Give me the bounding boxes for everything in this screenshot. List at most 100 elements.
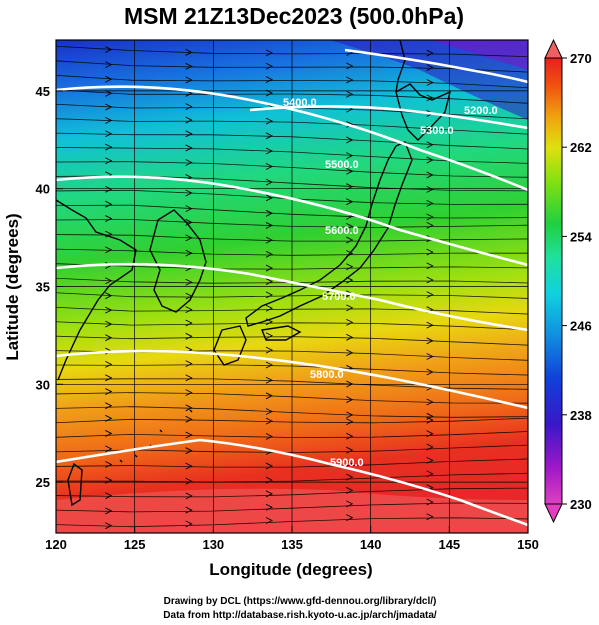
figure-title: MSM 21Z13Dec2023 (500.0hPa) [124, 3, 464, 29]
streamline-arrow [265, 503, 274, 511]
contour-label-5800: 5800.0 [310, 369, 344, 381]
streamline-arrow [346, 318, 354, 326]
contour-5300 [249, 105, 528, 130]
streamline-arrow [265, 62, 274, 70]
streamline-arrow [265, 163, 274, 170]
streamline-arrow [185, 492, 193, 500]
streamline-arrow [105, 143, 113, 151]
streamline-arrow [185, 374, 193, 382]
x-tick-label-140: 140 [360, 537, 382, 552]
kyushu-coastline [213, 325, 247, 366]
contour-label-5300: 5300.0 [420, 125, 454, 137]
streamline-arrow [265, 346, 274, 354]
streamline-arrow [105, 75, 113, 83]
contour-label-5600: 5600.0 [325, 225, 359, 237]
streamline-arrow [426, 49, 434, 57]
streamline-arrow [185, 159, 193, 166]
streamline-arrow [346, 500, 354, 508]
streamline-arrow [105, 157, 113, 165]
streamline-arrow [265, 76, 274, 83]
streamline-arrow [265, 264, 274, 272]
y-tick-label-45: 45 [36, 84, 50, 99]
streamline-arrow [265, 392, 274, 400]
streamline-arrow [426, 456, 434, 464]
streamline-arrow [105, 402, 113, 410]
streamline-arrow [426, 171, 434, 179]
streamline-arrow [105, 277, 113, 285]
y-tick-label-30: 30 [36, 377, 50, 392]
height-contours [56, 48, 528, 527]
streamline-arrow [105, 200, 113, 208]
streamline-arrow [265, 376, 274, 384]
streamline-arrow [265, 49, 274, 57]
streamline-arrow [105, 117, 113, 124]
streamline-arrow [426, 64, 434, 71]
streamline-arrow [105, 215, 113, 222]
colorbar-max-arrow [544, 38, 563, 59]
streamline-arrow [346, 418, 354, 426]
streamline-arrow [426, 79, 434, 86]
streamline-arrow [426, 398, 434, 406]
streamline-arrow [426, 470, 434, 478]
streamline-arrow [426, 443, 434, 451]
streamline-arrow [426, 199, 434, 207]
streamline-arrow [426, 276, 434, 284]
streamline-arrow [265, 361, 274, 369]
x-tick-label-145: 145 [438, 537, 460, 552]
streamline-arrow [426, 353, 434, 360]
streamline-arrow [346, 514, 354, 522]
y-axis-ticks: 25 30 35 40 45 [36, 84, 63, 490]
streamline-arrow [426, 186, 434, 193]
streamline-arrow [185, 431, 193, 439]
streamline-arrow [185, 130, 193, 138]
streamline-arrow [426, 141, 434, 149]
x-tick-label-135: 135 [281, 537, 303, 552]
streamline-arrow [346, 136, 354, 144]
colorbar-min-arrow [544, 503, 563, 524]
streamline-arrow [105, 130, 113, 138]
streamline-arrow [185, 306, 193, 314]
hokkaido-coastline [395, 83, 452, 141]
colorbar-ticks: 230 238 246 254 262 270 [562, 51, 592, 512]
streamline-arrow [265, 278, 274, 285]
streamline-arrow [426, 248, 434, 256]
colorbar: 230 238 246 254 262 270 [544, 38, 592, 524]
cold-region [330, 40, 528, 120]
y-tick-label-40: 40 [36, 182, 50, 197]
streamline-arrow [105, 507, 113, 515]
x-axis-ticks: 120 125 130 135 140 145 150 [45, 526, 539, 552]
sakhalin-coastline [395, 40, 406, 93]
y-tick-label-35: 35 [36, 280, 50, 295]
plot-area: 5200.0 5300.0 5400.0 5500.0 5600.0 5700.… [56, 40, 528, 533]
x-axis-label: Longitude (degrees) [209, 560, 372, 579]
streamline-arrow [105, 445, 113, 453]
streamline-arrow [265, 291, 274, 299]
streamline-arrow [346, 349, 354, 357]
streamline-arrow [265, 490, 274, 498]
contour-label-5400: 5400.0 [283, 97, 317, 109]
streamline-arrow [185, 234, 193, 242]
streamline-arrow [346, 167, 354, 175]
streamline-arrow [426, 213, 434, 221]
streamline-arrow [346, 276, 354, 284]
streamline-arrow [185, 76, 193, 84]
streamline-arrow [105, 430, 113, 437]
streamline-arrow [105, 388, 113, 395]
streamline-arrow [185, 205, 193, 213]
streamline-arrow [346, 198, 354, 206]
streamline-arrow [105, 414, 113, 422]
streamline-arrow [346, 487, 354, 494]
streamline-arrow [105, 461, 113, 468]
streamline-arrow [426, 221, 434, 229]
streamline-arrow [346, 460, 354, 468]
streamline-arrow [265, 304, 274, 312]
colorbar-tick-label-238: 238 [570, 408, 592, 423]
y-tick-label-25: 25 [36, 475, 50, 490]
streamline-arrow [265, 209, 274, 217]
streamline-arrow [426, 321, 434, 329]
streamline-arrow [265, 462, 274, 470]
streamline-arrow [346, 411, 354, 419]
streamline-arrow [105, 360, 113, 368]
streamline-arrow [426, 156, 434, 164]
